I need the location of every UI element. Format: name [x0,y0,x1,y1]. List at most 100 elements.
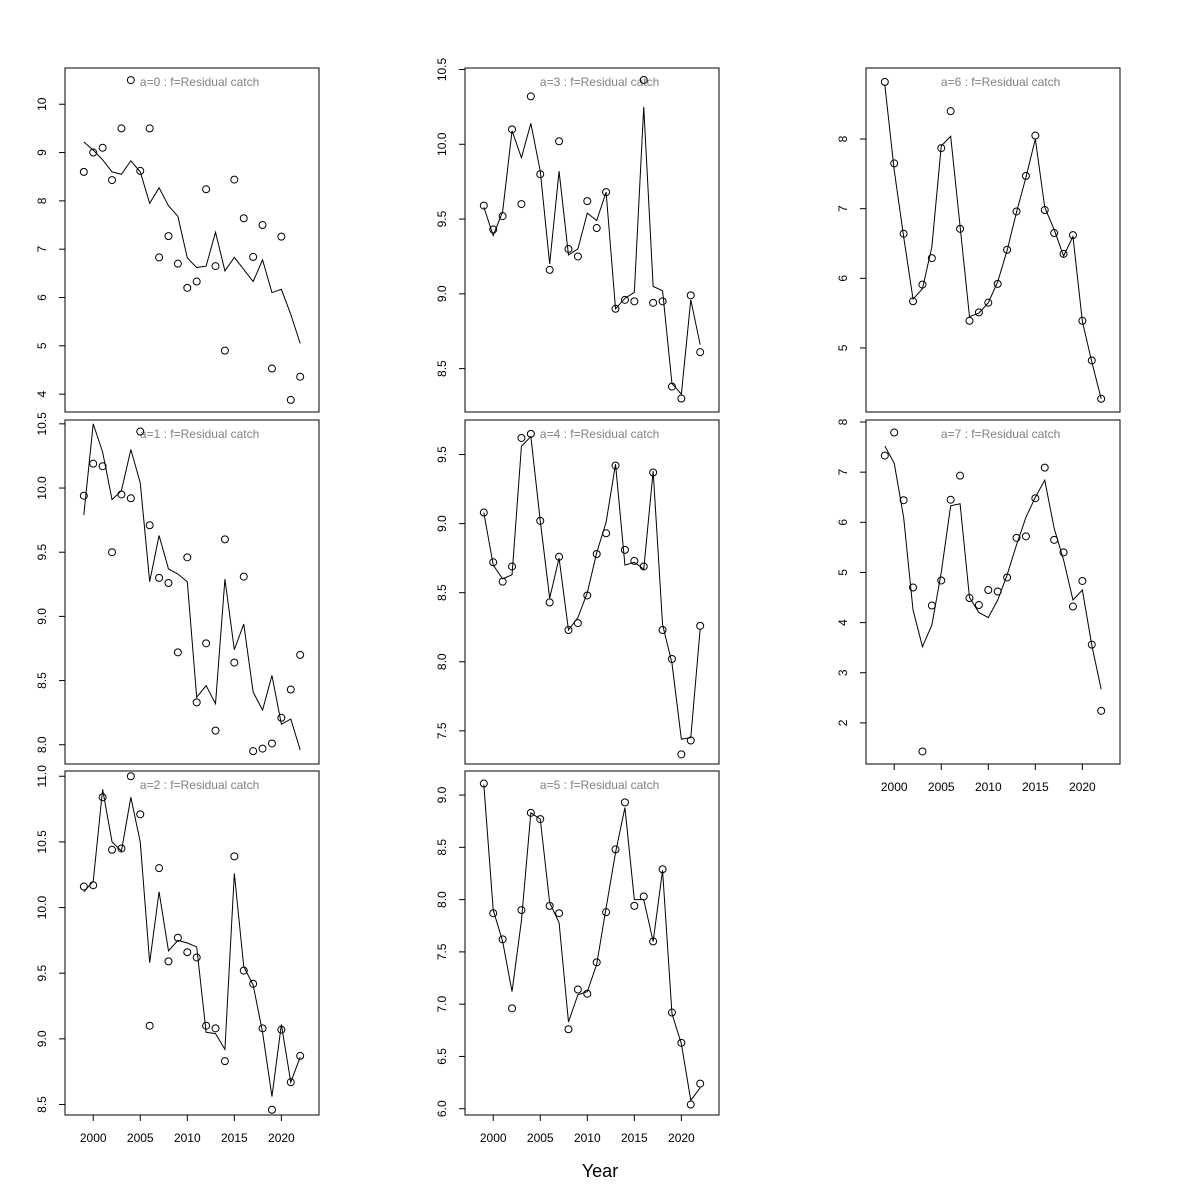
plot-frame [464,419,720,765]
y-tick-label: 9.0 [435,515,449,532]
fitted-line [483,435,701,740]
data-point [526,92,535,101]
y-tick-label: 4 [836,619,850,626]
data-point [145,1021,154,1030]
data-point [937,144,946,153]
y-tick-label: 2 [836,719,850,726]
data-point [890,428,899,437]
data-point [267,1105,276,1114]
data-point [98,143,107,152]
data-point [974,601,983,610]
y-tick-label: 9.0 [35,1030,49,1047]
y-tick-label: 8.5 [435,584,449,601]
data-point [517,433,526,442]
data-point [89,881,98,890]
y-tick-label: 8.5 [35,1096,49,1113]
data-point [239,214,248,223]
data-point [296,1051,305,1060]
data-point [202,639,211,648]
x-tick-label: 2010 [574,1131,601,1145]
data-point [79,491,88,500]
data-point [1012,533,1021,542]
y-tick-label: 8.5 [435,360,449,377]
data-point [1059,548,1068,557]
data-point [117,124,126,133]
panel-title: a=1 : f=Residual catch [140,427,259,441]
data-point [98,462,107,471]
x-tick-label: 2020 [268,1131,295,1145]
data-point [573,985,582,994]
fitted-line [483,106,701,396]
data-point [696,1079,705,1088]
data-point [202,185,211,194]
data-point [1078,576,1087,585]
data-point [258,221,267,230]
data-point [192,953,201,962]
data-point [620,798,629,807]
data-point [1059,249,1068,258]
data-point [974,308,983,317]
data-point [649,298,658,307]
panel-title: a=6 : f=Residual catch [941,75,1060,89]
data-point [686,291,695,300]
y-tick-label: 8.0 [35,736,49,753]
data-point [909,583,918,592]
data-point [89,459,98,468]
panel-title: a=7 : f=Residual catch [941,427,1060,441]
data-point [545,598,554,607]
data-point [136,810,145,819]
data-point [918,747,927,756]
y-tick-label: 10 [35,97,49,111]
data-point [249,252,258,261]
data-point [630,556,639,565]
data-point [696,621,705,630]
data-point [258,744,267,753]
y-tick-label: 10.0 [435,132,449,156]
data-point [1031,131,1040,140]
data-point [508,1004,517,1013]
y-tick-label: 10.5 [35,830,49,854]
x-tick-label: 2015 [221,1131,248,1145]
x-tick-label: 2000 [480,1131,507,1145]
x-tick-label: 2005 [527,1131,554,1145]
data-point [564,1025,573,1034]
y-tick-label: 8.0 [435,891,449,908]
data-point [267,739,276,748]
data-point [984,298,993,307]
data-point [1097,394,1106,403]
plot-frame [865,67,1121,413]
data-point [696,348,705,357]
y-tick-label: 8.0 [435,653,449,670]
fitted-line [83,141,301,344]
y-tick-label: 4 [35,390,49,397]
data-point [98,793,107,802]
data-point [277,713,286,722]
y-tick-label: 7 [836,468,850,475]
data-point [545,265,554,274]
fitted-line [884,84,1102,399]
data-point [956,471,965,480]
data-point [677,394,686,403]
data-point [555,137,564,146]
data-point [117,490,126,499]
y-tick-label: 9.5 [435,446,449,463]
y-tick-label: 11.0 [35,765,49,788]
fitted-line [483,784,701,1102]
data-point [117,844,126,853]
data-point [173,259,182,268]
data-point [249,747,258,756]
data-point [145,521,154,530]
y-tick-label: 9.0 [35,608,49,625]
data-point [164,232,173,241]
y-tick-label: 7 [836,205,850,212]
y-tick-label: 5 [836,569,850,576]
data-point [880,451,889,460]
y-tick-label: 9 [35,149,49,156]
y-tick-label: 7.0 [435,996,449,1013]
data-point [1087,640,1096,649]
y-tick-label: 6.0 [435,1100,449,1117]
data-point [136,427,145,436]
data-point [230,852,239,861]
data-point [686,1100,695,1109]
data-point [164,957,173,966]
